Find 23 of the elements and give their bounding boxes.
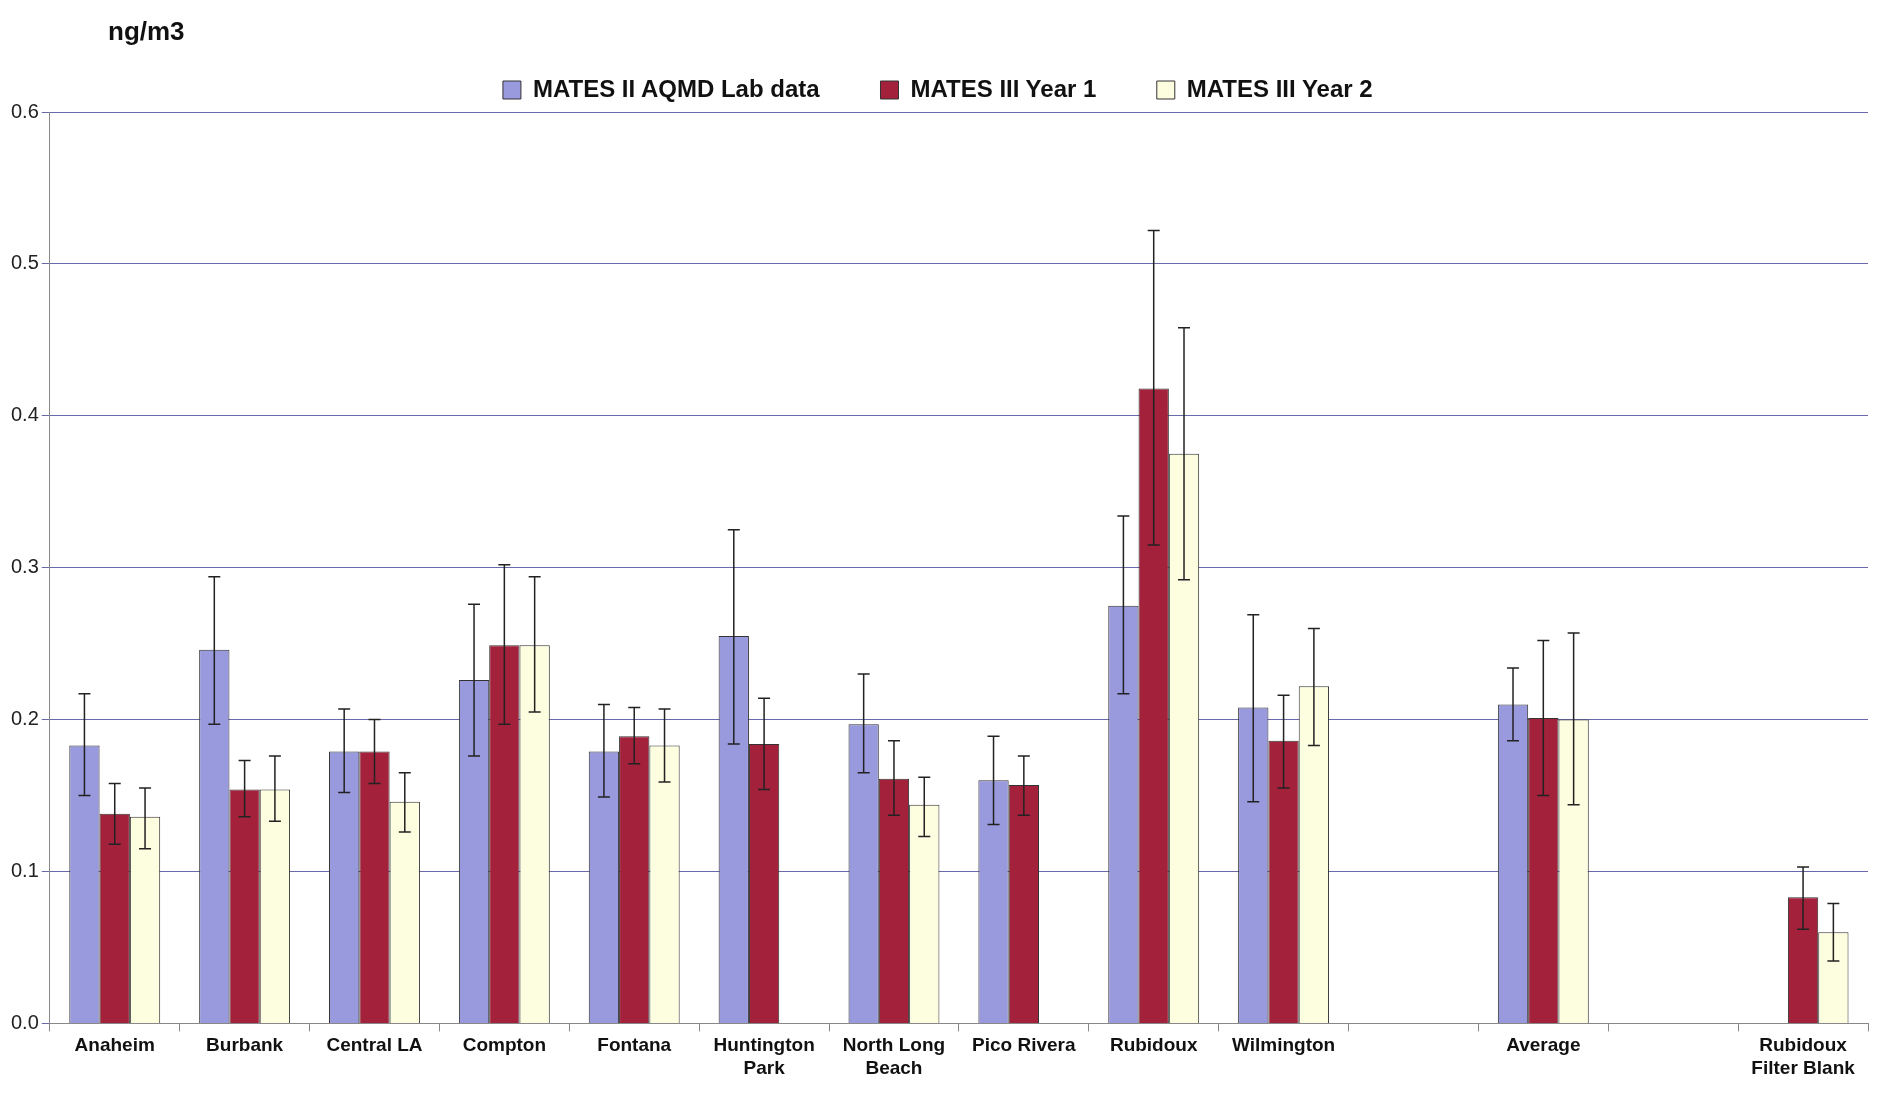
x-tick-label: Rubidoux xyxy=(1109,1034,1198,1056)
x-tick-label: Rubidoux Filter Blank xyxy=(1751,1034,1856,1078)
y-tick-label: 0.2 xyxy=(10,707,39,730)
x-tick-label: Fontana xyxy=(597,1034,672,1056)
legend-label: MATES III Year 1 xyxy=(910,74,1097,102)
y-tick-label: 0.6 xyxy=(10,99,39,122)
y-axis-title: ng/m3 xyxy=(108,16,185,47)
x-tick-label: Huntington Park xyxy=(713,1034,815,1078)
y-tick-label: 0.1 xyxy=(10,859,39,882)
x-tick-label: Central LA xyxy=(326,1034,423,1056)
y-tick-label: 0.0 xyxy=(10,1010,39,1033)
y-tick-label: 0.5 xyxy=(10,251,39,274)
x-tick-label: Pico Rivera xyxy=(972,1034,1077,1056)
x-tick-label: Average xyxy=(1506,1034,1581,1056)
x-tick-label: Anaheim xyxy=(74,1034,155,1056)
x-tick-label: North Long Beach xyxy=(842,1034,946,1078)
y-tick-label: 0.4 xyxy=(10,403,39,426)
x-tick-label: Compton xyxy=(462,1034,547,1056)
y-tick-label: 0.3 xyxy=(10,555,39,578)
legend-label: MATES II AQMD Lab data xyxy=(532,74,821,102)
x-tick-label: Burbank xyxy=(206,1034,284,1056)
x-tick-label: Wilmington xyxy=(1231,1034,1336,1056)
legend-label: MATES III Year 2 xyxy=(1186,74,1373,102)
